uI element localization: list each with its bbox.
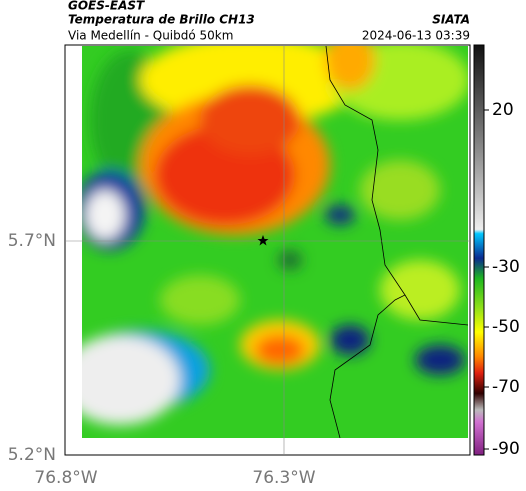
lat-label: 5.7°N: [8, 231, 56, 251]
colorbar-label: -90: [492, 439, 520, 459]
imagery: [82, 46, 468, 438]
region: Via Medellín - Quibdó 50km: [68, 29, 233, 43]
colorbar-ticks: 20 -30 -50 -70 -90: [484, 100, 520, 459]
colorbar-label: -70: [492, 377, 520, 397]
colorbar-label: -50: [492, 317, 520, 337]
location-marker: [257, 235, 269, 246]
map-frame: [64, 44, 471, 456]
title: GOES-EAST: [68, 0, 145, 13]
subtitle: Temperatura de Brillo CH13: [68, 13, 255, 27]
lon-label: 76.3°W: [252, 468, 315, 488]
timestamp: 2024-06-13 03:39: [362, 29, 470, 43]
colorbar-label: 20: [492, 100, 514, 120]
colorbar-label: -30: [492, 257, 520, 277]
colorbar: [473, 44, 485, 456]
lon-label: 76.8°W: [34, 468, 97, 488]
lat-label: 5.2°N: [8, 445, 56, 465]
source: SIATA: [432, 13, 470, 27]
